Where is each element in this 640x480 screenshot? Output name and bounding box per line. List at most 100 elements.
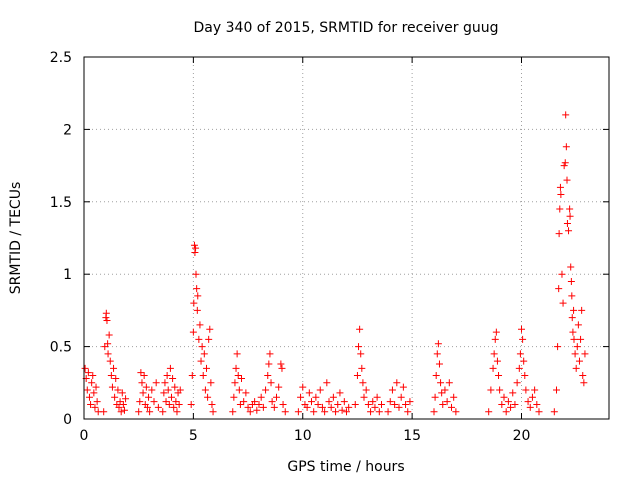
data-point — [93, 398, 101, 406]
data-point — [111, 393, 119, 401]
data-point — [90, 389, 98, 397]
data-point — [229, 408, 237, 416]
data-point — [275, 383, 283, 391]
data-point — [565, 227, 573, 235]
x-axis-label: GPS time / hours — [287, 459, 404, 475]
y-tick-label: 0 — [63, 412, 72, 428]
data-point — [438, 389, 446, 397]
data-point — [192, 270, 200, 278]
data-point — [234, 372, 242, 380]
data-point — [137, 369, 145, 377]
data-point — [154, 403, 162, 411]
data-point — [193, 285, 201, 293]
data-point — [351, 401, 359, 409]
data-point — [562, 143, 570, 151]
data-point — [509, 389, 517, 397]
data-point — [138, 379, 146, 387]
data-point — [192, 244, 200, 252]
data-point — [162, 398, 170, 406]
data-point — [334, 401, 342, 409]
data-point — [165, 401, 173, 409]
data-point — [199, 372, 207, 380]
data-point — [526, 403, 534, 411]
data-point — [568, 314, 576, 322]
data-point — [100, 408, 108, 416]
data-point — [557, 191, 565, 199]
data-point — [106, 357, 114, 365]
data-point — [357, 350, 365, 358]
data-point — [152, 379, 160, 387]
data-point — [434, 340, 442, 348]
data-point — [259, 403, 267, 411]
data-point — [171, 383, 179, 391]
data-point — [85, 393, 93, 401]
data-point — [386, 398, 394, 406]
x-tick-label: 15 — [403, 428, 421, 444]
data-point — [432, 372, 440, 380]
data-point — [204, 393, 212, 401]
chart-title: Day 340 of 2015, SRMTID for receiver guu… — [194, 20, 499, 36]
x-tick-label: 10 — [294, 428, 312, 444]
data-point — [522, 386, 530, 394]
data-point — [563, 220, 571, 228]
data-points — [81, 111, 589, 416]
data-point — [362, 386, 370, 394]
data-point — [103, 317, 111, 325]
data-point — [148, 386, 156, 394]
data-point — [560, 162, 568, 170]
data-point — [255, 401, 263, 409]
data-point — [314, 401, 322, 409]
data-point — [190, 299, 198, 307]
data-point — [364, 401, 372, 409]
data-point — [117, 408, 125, 416]
data-point — [507, 403, 515, 411]
data-point — [500, 393, 508, 401]
data-point — [579, 372, 587, 380]
data-point — [566, 205, 574, 213]
data-point — [265, 360, 273, 368]
y-tick-label: 1.5 — [50, 195, 72, 211]
data-point — [353, 372, 361, 380]
data-point — [279, 401, 287, 409]
data-point — [369, 398, 377, 406]
data-point — [321, 408, 329, 416]
data-point — [567, 277, 575, 285]
data-point — [556, 205, 564, 213]
data-point — [397, 393, 405, 401]
data-point — [489, 364, 497, 372]
data-point — [168, 393, 175, 401]
data-point — [161, 379, 169, 387]
data-point — [343, 408, 350, 416]
data-point — [159, 408, 167, 416]
data-point — [531, 386, 539, 394]
data-point — [373, 393, 381, 401]
data-point — [443, 398, 451, 406]
data-point — [176, 386, 184, 394]
data-point — [327, 403, 335, 411]
data-point — [188, 372, 196, 380]
data-point — [232, 364, 240, 372]
data-point — [566, 212, 574, 220]
data-point — [195, 335, 203, 343]
data-point — [439, 401, 447, 409]
data-point — [359, 379, 367, 387]
data-point — [448, 403, 455, 411]
data-point — [262, 386, 270, 394]
data-point — [198, 343, 206, 351]
data-point — [562, 111, 570, 119]
data-point — [118, 389, 126, 397]
data-point — [395, 403, 403, 411]
data-point — [84, 369, 92, 377]
data-point — [173, 408, 181, 416]
data-point — [203, 364, 210, 372]
data-point — [257, 393, 265, 401]
data-point — [452, 408, 460, 416]
data-point — [172, 398, 180, 406]
data-point — [378, 401, 385, 409]
data-point — [431, 393, 439, 401]
data-point — [193, 306, 201, 314]
data-point — [246, 408, 254, 416]
data-point — [571, 350, 579, 358]
data-point — [200, 350, 208, 358]
